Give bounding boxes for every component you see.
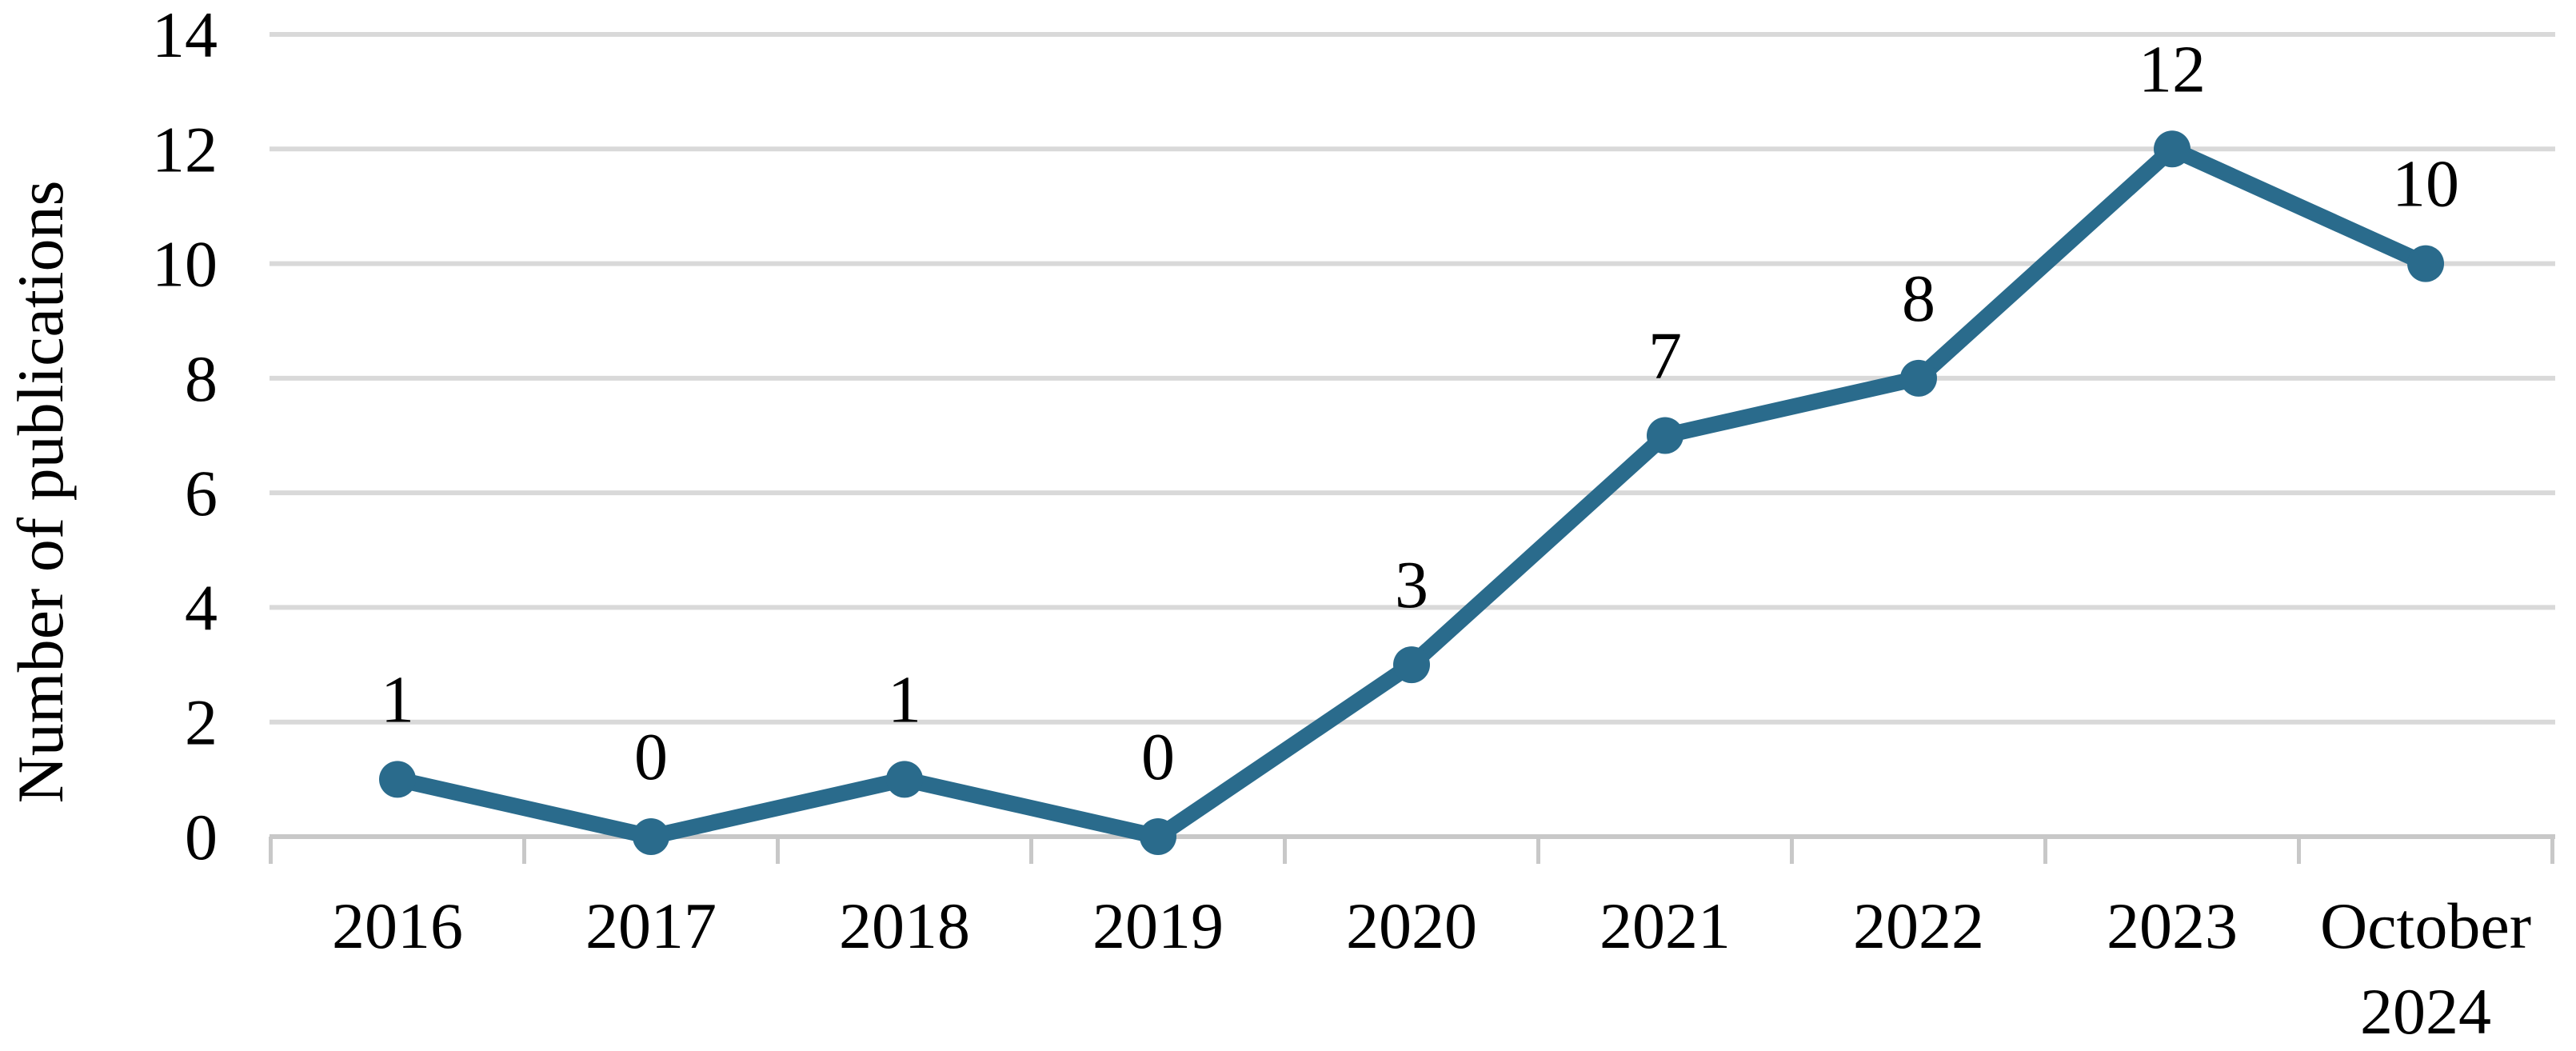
data-label: 10 bbox=[2392, 147, 2459, 222]
y-axis-tick-labels: 0 2 4 6 8 10 12 14 bbox=[152, 0, 218, 873]
x-axis bbox=[269, 834, 2555, 864]
y-tick-label: 8 bbox=[185, 342, 218, 415]
x-category-label: October bbox=[2320, 889, 2531, 962]
x-category-label: 2023 bbox=[2107, 889, 2238, 962]
y-tick-label: 10 bbox=[152, 228, 218, 301]
data-label: 8 bbox=[1902, 262, 1935, 336]
x-category-label: 2017 bbox=[585, 889, 717, 962]
y-tick-label: 4 bbox=[185, 571, 218, 644]
data-label: 1 bbox=[888, 662, 921, 737]
x-category-label: 2018 bbox=[839, 889, 970, 962]
y-axis-title: Number of publications bbox=[4, 181, 77, 804]
data-label: 3 bbox=[1395, 548, 1428, 622]
x-axis-category-labels: 2016 2017 2018 2019 2020 2021 2022 2023 October 2… bbox=[332, 889, 2531, 1048]
data-label: 0 bbox=[634, 720, 668, 794]
x-category-label: 2021 bbox=[1600, 889, 1731, 962]
data-point-marker bbox=[886, 761, 923, 798]
data-label: 1 bbox=[381, 662, 414, 737]
x-category-label: 2022 bbox=[1853, 889, 1984, 962]
y-tick-label: 12 bbox=[152, 113, 218, 186]
x-category-label: 2020 bbox=[1346, 889, 1477, 962]
data-label: 0 bbox=[1141, 720, 1175, 794]
data-point-marker bbox=[1140, 818, 1176, 855]
data-point-marker bbox=[633, 818, 669, 855]
x-category-label: 2019 bbox=[1092, 889, 1224, 962]
data-point-marker bbox=[1393, 646, 1430, 684]
y-tick-label: 14 bbox=[152, 0, 218, 71]
data-series bbox=[379, 130, 2444, 855]
data-point-marker bbox=[379, 761, 416, 798]
data-point-marker bbox=[1900, 359, 1937, 397]
data-label: 12 bbox=[2139, 32, 2206, 106]
data-point-marker bbox=[2407, 245, 2444, 282]
data-point-marker bbox=[1647, 417, 1683, 454]
x-category-label: 2024 bbox=[2360, 975, 2491, 1048]
gridlines bbox=[270, 32, 2555, 725]
data-label: 7 bbox=[1648, 319, 1682, 394]
y-tick-label: 0 bbox=[185, 801, 218, 873]
y-tick-label: 6 bbox=[185, 457, 218, 529]
data-point-marker bbox=[2154, 130, 2191, 168]
y-tick-label: 2 bbox=[185, 686, 218, 759]
x-category-label: 2016 bbox=[332, 889, 463, 962]
